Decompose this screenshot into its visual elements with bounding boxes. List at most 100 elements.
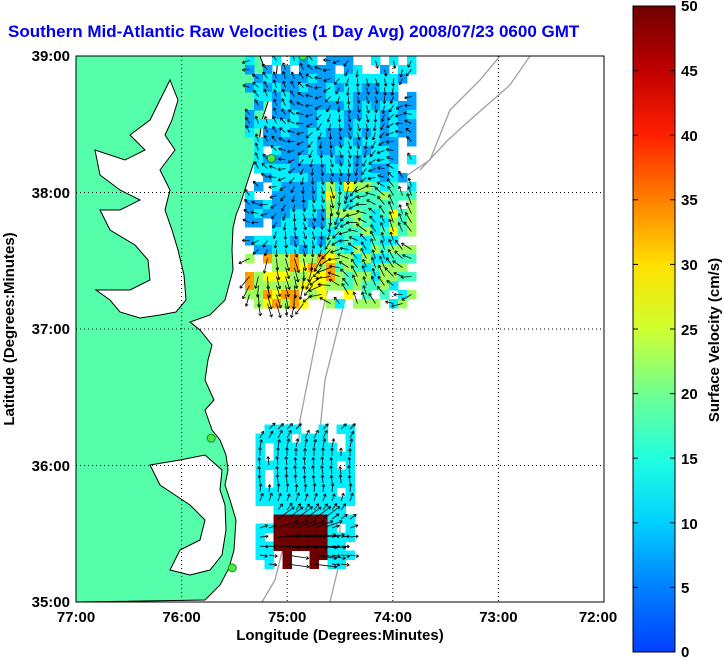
velocity-vector <box>387 114 394 121</box>
velocity-vector <box>252 81 259 88</box>
velocity-vector <box>312 186 315 194</box>
velocity-arrowhead <box>295 121 299 126</box>
velocity-arrowhead <box>321 190 325 195</box>
velocity-arrowhead <box>388 108 392 113</box>
pamlico-sound <box>149 454 227 576</box>
velocity-vector <box>276 267 280 280</box>
velocity-cell <box>262 200 273 210</box>
velocity-arrowhead <box>321 447 325 451</box>
velocity-vector <box>260 213 268 216</box>
velocity-cell <box>370 182 381 192</box>
velocity-arrowhead <box>331 242 335 246</box>
velocity-arrowhead <box>353 513 357 518</box>
velocity-vector <box>288 168 295 174</box>
velocity-vector <box>296 141 304 146</box>
velocity-cell <box>300 460 311 471</box>
velocity-vector <box>349 514 357 520</box>
velocity-vector <box>242 60 250 64</box>
velocity-arrowhead <box>289 502 293 507</box>
velocity-arrowhead <box>262 153 266 157</box>
velocity-vector <box>344 69 349 77</box>
velocity-cell <box>253 137 264 147</box>
velocity-cell <box>388 191 399 201</box>
velocity-arrowhead <box>326 119 331 123</box>
velocity-vector <box>276 456 279 466</box>
velocity-arrowhead <box>310 181 315 185</box>
velocity-vector <box>339 247 349 250</box>
velocity-arrowhead <box>377 174 381 178</box>
velocity-arrowhead <box>366 83 370 87</box>
velocity-cell <box>397 290 408 300</box>
velocity-vector <box>294 231 297 240</box>
velocity-arrowhead <box>316 270 320 274</box>
velocity-arrowhead <box>387 185 391 190</box>
velocity-vector <box>338 105 340 113</box>
velocity-arrowhead <box>361 265 366 269</box>
velocity-arrowhead <box>296 142 300 146</box>
velocity-cell <box>273 442 284 453</box>
velocity-vector <box>357 132 360 141</box>
velocity-vector <box>381 239 385 250</box>
velocity-vector <box>330 141 332 149</box>
velocity-arrowhead <box>303 235 307 240</box>
velocity-vector <box>348 105 351 114</box>
velocity-cell <box>253 92 264 102</box>
velocity-vector <box>289 100 295 106</box>
velocity-arrowhead <box>398 81 403 86</box>
velocity-vector <box>386 178 394 187</box>
velocity-vector <box>329 265 340 268</box>
velocity-vector <box>376 286 385 295</box>
velocity-arrowhead <box>318 145 323 149</box>
velocity-arrowhead <box>313 438 318 443</box>
velocity-vector <box>373 123 376 131</box>
velocity-arrowhead <box>365 184 369 188</box>
velocity-cell <box>289 92 300 102</box>
velocity-cell <box>370 173 381 183</box>
velocity-arrowhead <box>346 101 351 105</box>
velocity-cell <box>255 451 266 462</box>
velocity-vector <box>339 141 342 149</box>
colorbar-tick-label: 35 <box>681 192 698 209</box>
velocity-arrowhead <box>357 118 361 122</box>
velocity-cell <box>406 101 417 111</box>
map-title: Southern Mid-Atlantic Raw Velocities (1 … <box>8 22 580 41</box>
velocity-vector <box>279 186 286 191</box>
velocity-vector <box>259 483 262 493</box>
velocity-vector <box>304 506 322 520</box>
velocity-vector <box>394 250 403 259</box>
velocity-arrowhead <box>349 198 353 203</box>
velocity-arrowhead <box>329 145 333 149</box>
velocity-vector <box>255 133 259 142</box>
velocity-vector <box>406 202 412 214</box>
velocity-arrowhead <box>305 556 310 560</box>
velocity-vector <box>375 87 378 95</box>
velocity-cell <box>316 281 327 291</box>
velocity-vector <box>399 78 403 85</box>
velocity-arrowhead <box>279 187 283 191</box>
velocity-vector <box>286 554 309 559</box>
velocity-arrowhead <box>302 299 307 303</box>
velocity-arrowhead <box>338 231 343 236</box>
velocity-cell <box>352 191 363 201</box>
velocity-vector <box>273 98 277 106</box>
velocity-vector <box>399 204 403 214</box>
velocity-cell <box>271 200 282 210</box>
velocity-cell <box>271 182 282 192</box>
velocity-arrowhead <box>330 249 334 254</box>
velocity-vector <box>258 474 261 484</box>
velocity-cell <box>271 83 282 93</box>
velocity-vector <box>323 87 331 93</box>
velocity-vector <box>270 204 277 209</box>
colorbar-tick-label: 15 <box>681 451 698 468</box>
velocity-arrowhead <box>285 483 290 487</box>
velocity-vector <box>252 74 259 79</box>
velocity-cell <box>309 442 320 453</box>
velocity-arrowhead <box>336 562 341 567</box>
velocity-arrowhead <box>354 172 358 176</box>
velocity-arrowhead <box>330 181 334 185</box>
velocity-vector <box>277 520 299 529</box>
velocity-vector <box>304 520 325 529</box>
velocity-cell <box>253 164 264 174</box>
velocity-vector <box>254 161 259 169</box>
velocity-vector <box>274 240 277 249</box>
